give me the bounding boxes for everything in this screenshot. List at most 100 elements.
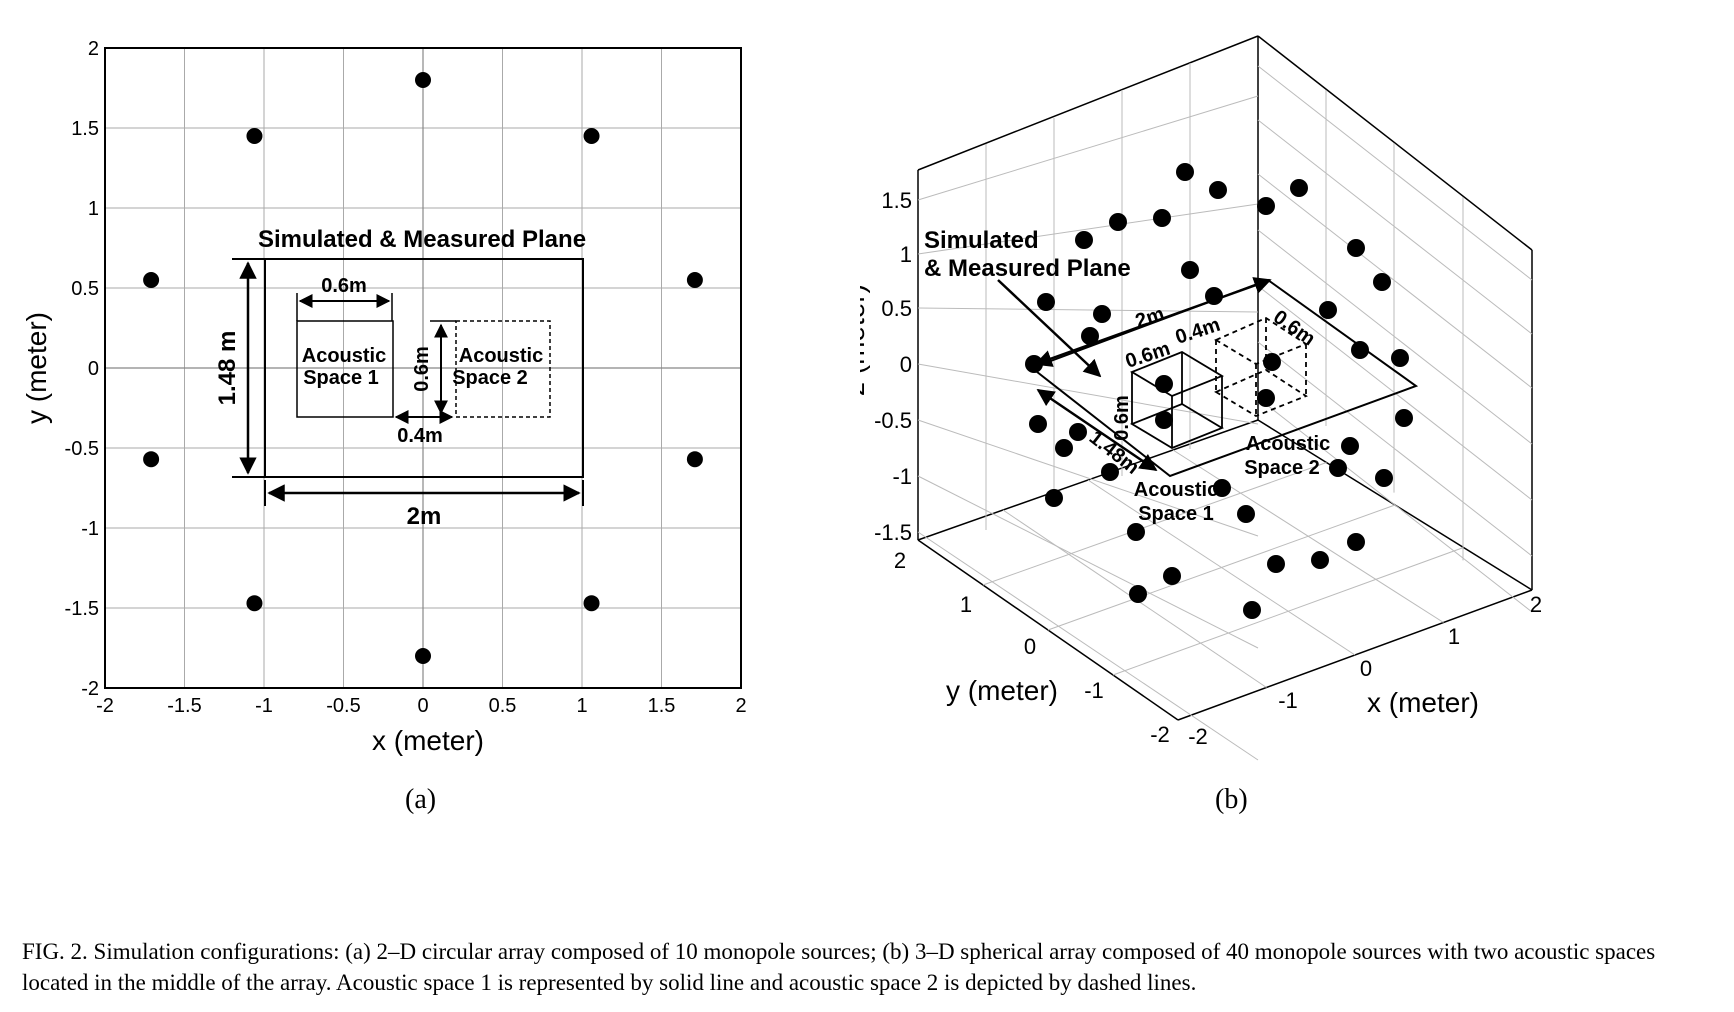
panel-b-chart: 1.5 1 0.5 0 -0.5 -1 -1.5 -2 -1 0 1 2 2 1 0 -1 -2 2m 1.…: [860, 35, 1542, 761]
dim-plane-length-arrow: [1034, 277, 1272, 367]
grid-line: [1047, 504, 1396, 631]
source-point: [1075, 231, 1093, 249]
source-point: [1081, 327, 1099, 345]
source-point: [686, 272, 703, 288]
dim-gap-label: 0.4m: [397, 425, 443, 447]
space2-label-2: Space 2: [1244, 457, 1320, 479]
source-point: [1347, 533, 1365, 551]
x-tick-label: 0.5: [489, 695, 517, 717]
x-tick-label: -2: [1188, 724, 1208, 749]
y-tick-label: -1.5: [65, 598, 99, 620]
source-point: [1101, 463, 1119, 481]
y-tick-label: 0: [88, 358, 99, 380]
y-tick-labels: 2 1.5 1 0.5 0 -0.5 -1 -1.5 -2: [65, 38, 99, 700]
x-tick-label: 0: [1360, 656, 1372, 681]
grid-line: [917, 95, 1259, 201]
panel-b-sublabel: (b): [1215, 784, 1248, 815]
measured-plane: [264, 258, 584, 478]
grid-line: [1257, 173, 1533, 389]
grid-line: [917, 363, 1259, 425]
space1-label-2: Space 1: [1138, 503, 1214, 525]
y-axis-label: y (meter): [946, 675, 1058, 706]
source-point: [1181, 261, 1199, 279]
source-point: [1109, 213, 1127, 231]
z-tick-label: -1.5: [874, 520, 912, 545]
source-point: [583, 595, 600, 612]
dim-plane-height-label: 1.48 m: [214, 331, 241, 406]
x-tick-label: 2: [1530, 592, 1542, 617]
z-tick-labels: 1.5 1 0.5 0 -0.5 -1 -1.5: [874, 188, 912, 545]
grid-line: [917, 307, 1259, 313]
y-tick-label: -2: [81, 678, 99, 700]
source-point: [1373, 273, 1391, 291]
plane-callout-arrow: [997, 279, 1102, 378]
source-point: [1375, 469, 1393, 487]
source-point: [1329, 459, 1347, 477]
grid-line: [1257, 229, 1533, 445]
y-tick-label: 1: [88, 198, 99, 220]
source-point: [143, 272, 160, 288]
x-tick-label: 1: [576, 695, 587, 717]
source-point: [1153, 209, 1171, 227]
source-point: [1311, 551, 1329, 569]
source-point: [1395, 409, 1413, 427]
x-tick-label: -2: [96, 695, 114, 717]
source-point: [415, 648, 431, 664]
x-tick-label: -1: [255, 695, 273, 717]
grid-line: [1257, 65, 1533, 281]
acoustic-space-1: [1129, 350, 1225, 450]
source-point: [1155, 411, 1173, 429]
space2-label-1: Acoustic: [459, 345, 543, 367]
y-tick-label: 1: [960, 592, 972, 617]
plot-frame: [104, 47, 742, 689]
source-point: [1391, 349, 1409, 367]
plane-title: Simulated & Measured Plane: [258, 226, 586, 253]
grid-lines: [917, 63, 1533, 761]
source-point: [1257, 389, 1275, 407]
source-point: [1129, 585, 1147, 603]
source-point: [1319, 301, 1337, 319]
source-point: [246, 595, 263, 612]
space1-label-2: Space 1: [303, 367, 379, 389]
x-tick-labels: -2 -1.5 -1 -0.5 0 0.5 1 1.5 2: [96, 695, 746, 717]
dim-space-a-label: 0.6m: [1123, 338, 1173, 373]
x-tick-label: -1.5: [167, 695, 201, 717]
source-point: [1347, 239, 1365, 257]
x-tick-label: 1.5: [648, 695, 676, 717]
z-tick-label: 1: [900, 242, 912, 267]
grid-line: [1257, 119, 1533, 335]
source-point: [1209, 181, 1227, 199]
panel-a-chart: -2 -1.5 -1 -0.5 0 0.5 1 1.5 2 2 1.5 1 0.5 0 -0.5 -1 -1.…: [21, 38, 747, 756]
z-tick-label: -0.5: [874, 408, 912, 433]
source-point: [1163, 567, 1181, 585]
x-tick-label: 1: [1448, 624, 1460, 649]
grid-line: [1112, 547, 1464, 676]
source-point: [1263, 353, 1281, 371]
y-tick-label: 2: [894, 548, 906, 573]
source-point: [1055, 439, 1073, 457]
source-point: [1213, 479, 1231, 497]
source-points: [143, 72, 703, 664]
space2-label-1: Acoustic: [1246, 433, 1330, 455]
box-walls: [917, 35, 1533, 721]
source-point: [1037, 293, 1055, 311]
y-tick-label: 2: [88, 38, 99, 60]
space1-label-1: Acoustic: [302, 345, 386, 367]
y-tick-labels: 2 1 0 -1 -2: [894, 548, 1170, 747]
x-axis-label: x (meter): [372, 725, 484, 756]
x-tick-labels: -2 -1 0 1 2: [1188, 592, 1542, 749]
source-point: [246, 128, 263, 144]
grid-line: [917, 419, 1259, 537]
space2-label-2: Space 2: [452, 367, 528, 389]
panel-a-sublabel: (a): [405, 784, 437, 815]
z-tick-label: 1.5: [881, 188, 912, 213]
z-axis-label: z (meter): [860, 284, 870, 396]
source-point: [1176, 163, 1194, 181]
source-point: [1025, 355, 1043, 373]
y-tick-label: -2: [1150, 722, 1170, 747]
source-point: [1341, 437, 1359, 455]
x-axis-label: x (meter): [1367, 687, 1479, 718]
source-point: [1267, 555, 1285, 573]
z-tick-label: 0: [900, 352, 912, 377]
source-point: [583, 128, 600, 144]
